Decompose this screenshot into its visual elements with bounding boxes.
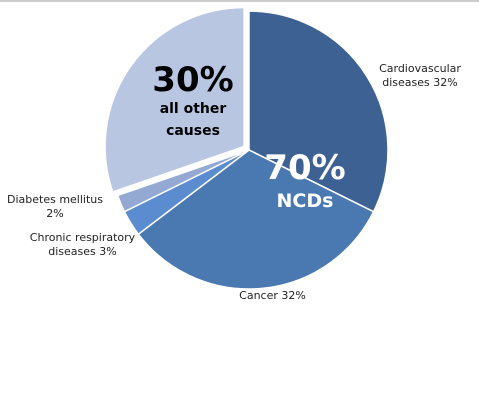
pie-slice <box>104 6 245 193</box>
annotation: NCDs <box>276 190 334 212</box>
pie-slice <box>116 149 250 213</box>
pie-slice <box>137 149 375 290</box>
data-label: Cardiovascular diseases 32% <box>379 62 461 89</box>
data-label: Diabetes mellitus 2% <box>7 193 103 220</box>
data-label: Cancer 32% <box>239 289 306 302</box>
annotation: 70% <box>264 148 346 188</box>
data-label: Chronic respiratory diseases 3% <box>29 231 136 258</box>
pie-slice <box>248 10 389 213</box>
annotation: 30% <box>152 60 234 100</box>
annotation: all other causes <box>159 101 227 139</box>
